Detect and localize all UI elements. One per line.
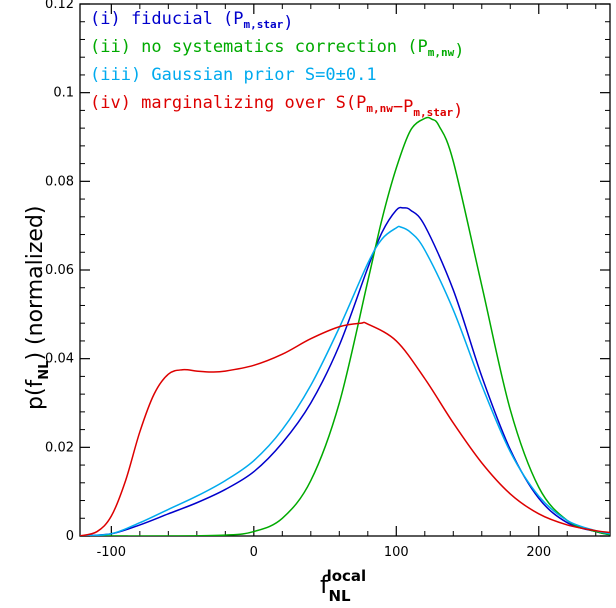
y-tick-label: 0.02 [45,440,74,455]
x-tick-label: 200 [526,545,551,560]
legend-entry-2: (ii) no systematics correction (Pm,nw) [90,37,465,61]
y-axis-title-sub: NL [37,361,52,380]
legend-entry-1: (i) fiducial (Pm,star) [90,9,294,33]
series-marginalizing-line [80,321,610,536]
x-axis-title-sub: NL [328,587,351,605]
y-tick-label: 0.12 [45,0,74,12]
x-axis-title-main: f [320,571,329,599]
x-axis-title: fNL local [320,567,366,605]
y-tick-label: 0.06 [45,263,74,278]
y-tick-label: 0 [66,529,74,544]
series-gaussian-prior-line [80,225,610,536]
x-tick-label: 0 [250,545,258,560]
y-axis-title-main: p(f [23,378,48,410]
legend-entry-4: (iv) marginalizing over S(Pm,nw−Pm,star) [90,93,463,121]
series-no-systematics-line [80,116,610,536]
y-tick-label: 0.1 [53,86,74,101]
legend-entry-3: (iii) Gaussian prior S=0±0.1 [90,65,377,85]
legend: (i) fiducial (Pm,star) (ii) no systematic… [90,9,465,121]
axis-ticks: -100 0 100 200 0 0.02 0.04 0.06 0.08 0.1 0.12 [45,0,610,560]
series-layer [80,116,610,536]
y-tick-label: 0.04 [45,352,74,367]
y-axis-title: p(fNL) (normalized) [23,206,52,410]
y-axis-title-tail: ) (normalized) [23,206,48,361]
y-tick-label: 0.08 [45,174,74,189]
x-tick-label: 100 [384,545,409,560]
x-tick-label: -100 [97,545,127,560]
series-fiducial-line [80,206,610,536]
x-axis-title-sup: local [327,567,367,585]
